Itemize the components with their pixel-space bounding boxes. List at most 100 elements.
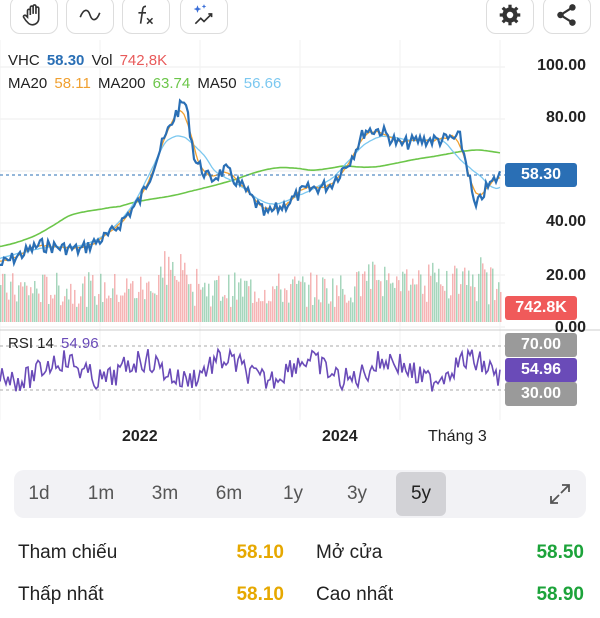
- indicator-button[interactable]: [122, 0, 170, 34]
- timeframe-1m[interactable]: 1m: [87, 483, 115, 504]
- volume-bar: [460, 284, 462, 322]
- ma50-value: 56.66: [243, 75, 282, 92]
- volume-bar: [210, 306, 212, 322]
- volume-bar: [340, 275, 342, 322]
- volume-bar: [426, 301, 428, 322]
- volume-bar: [474, 287, 476, 322]
- settings-button[interactable]: [486, 0, 534, 34]
- volume-bar: [150, 291, 152, 322]
- volume-bar: [292, 279, 294, 322]
- volume-bar: [166, 284, 168, 322]
- volume-bar: [382, 296, 384, 322]
- timeframe-6m[interactable]: 6m: [215, 483, 243, 504]
- line-tool-button[interactable]: [66, 0, 114, 34]
- ai-analysis-button[interactable]: [180, 0, 228, 34]
- volume-bar: [452, 273, 454, 322]
- volume-bar: [162, 277, 164, 322]
- volume-bar: [252, 302, 254, 322]
- x-tick-thang3: Tháng 3: [428, 428, 487, 445]
- timeframe-5y[interactable]: 5y: [396, 472, 446, 516]
- timeframe-3y[interactable]: 3y: [346, 483, 368, 504]
- volume-bar: [222, 296, 224, 322]
- volume-bar: [388, 273, 390, 322]
- fullscreen-button[interactable]: [548, 482, 572, 506]
- volume-bar: [4, 273, 6, 322]
- volume-bar: [72, 303, 74, 322]
- volume-bar: [368, 264, 370, 322]
- volume-bar: [324, 278, 326, 322]
- volume-bar: [60, 305, 62, 322]
- volume-bar: [22, 286, 24, 322]
- volume-bar: [74, 289, 76, 322]
- price-chart[interactable]: VHC 58.30 Vol 742,8K MA20 58.11 MA200 63…: [0, 40, 600, 460]
- volume-bar: [412, 278, 414, 322]
- volume-bar: [14, 294, 16, 322]
- volume-bar: [224, 295, 226, 322]
- volume-bar: [390, 283, 392, 322]
- volume-bar: [174, 276, 176, 322]
- rsi-oversold-tag: 30.00: [505, 382, 577, 406]
- volume-bar: [314, 297, 316, 322]
- volume-bar: [496, 288, 498, 322]
- volume-bar: [76, 306, 78, 322]
- volume-bar: [82, 283, 84, 322]
- volume-bar: [246, 280, 248, 322]
- share-button[interactable]: [543, 0, 591, 34]
- volume-bar: [96, 304, 98, 322]
- timeframe-3m[interactable]: 3m: [151, 483, 179, 504]
- volume-bar: [350, 297, 352, 322]
- volume-bar: [298, 280, 300, 322]
- timeframe-1y[interactable]: 1y: [282, 483, 304, 504]
- volume-bar: [288, 302, 290, 322]
- volume-bar: [286, 290, 288, 322]
- volume-bar: [448, 298, 450, 322]
- timeframe-1d[interactable]: 1d: [28, 483, 50, 504]
- x-tick-2022: 2022: [122, 428, 158, 445]
- toolbar: [0, 0, 600, 36]
- ma50-label: MA50: [197, 75, 237, 92]
- volume-bar: [330, 301, 332, 322]
- volume-bar: [64, 296, 66, 322]
- volume-bar: [250, 279, 252, 322]
- chart-canvas[interactable]: [0, 40, 600, 460]
- volume-bar: [430, 275, 432, 322]
- volume-bar: [32, 293, 34, 322]
- volume-bar: [188, 284, 190, 322]
- volume-bar: [214, 280, 216, 322]
- y-tick-80: 80.00: [545, 109, 586, 126]
- stats-row-1: Tham chiếu 58.10 Mở cửa 58.50: [0, 536, 600, 576]
- volume-bar: [436, 282, 438, 322]
- volume-bar: [172, 261, 174, 322]
- y-tick-20: 20.00: [545, 267, 586, 284]
- vol-value: 742,8K: [119, 52, 168, 69]
- volume-bar: [8, 299, 10, 322]
- volume-bar: [38, 293, 40, 322]
- volume-bar: [228, 274, 230, 322]
- volume-bar: [156, 294, 158, 322]
- volume-bar: [112, 288, 114, 322]
- volume-bar: [420, 274, 422, 322]
- volume-bar: [200, 289, 202, 322]
- volume-bar: [274, 289, 276, 322]
- sparkle-chart-icon: [193, 4, 213, 25]
- volume-bar: [2, 273, 4, 322]
- volume-bar: [158, 275, 160, 322]
- volume-bar: [170, 269, 172, 322]
- volume-bar: [278, 273, 280, 322]
- volume-bar: [120, 295, 122, 322]
- x-tick-2024: 2024: [322, 428, 358, 445]
- volume-bar: [20, 282, 22, 322]
- hand-tool-button[interactable]: [10, 0, 58, 34]
- volume-bar: [232, 295, 234, 322]
- volume-bar: [40, 302, 42, 322]
- volume-bar: [406, 269, 408, 322]
- volume-bar: [230, 306, 232, 322]
- volume-bar: [54, 294, 56, 322]
- volume-bar: [62, 301, 64, 322]
- volume-bar: [104, 282, 106, 322]
- volume-bar: [144, 299, 146, 322]
- volume-bar: [444, 290, 446, 322]
- volume-bar: [136, 298, 138, 322]
- volume-bar: [122, 295, 124, 322]
- volume-bar: [190, 283, 192, 322]
